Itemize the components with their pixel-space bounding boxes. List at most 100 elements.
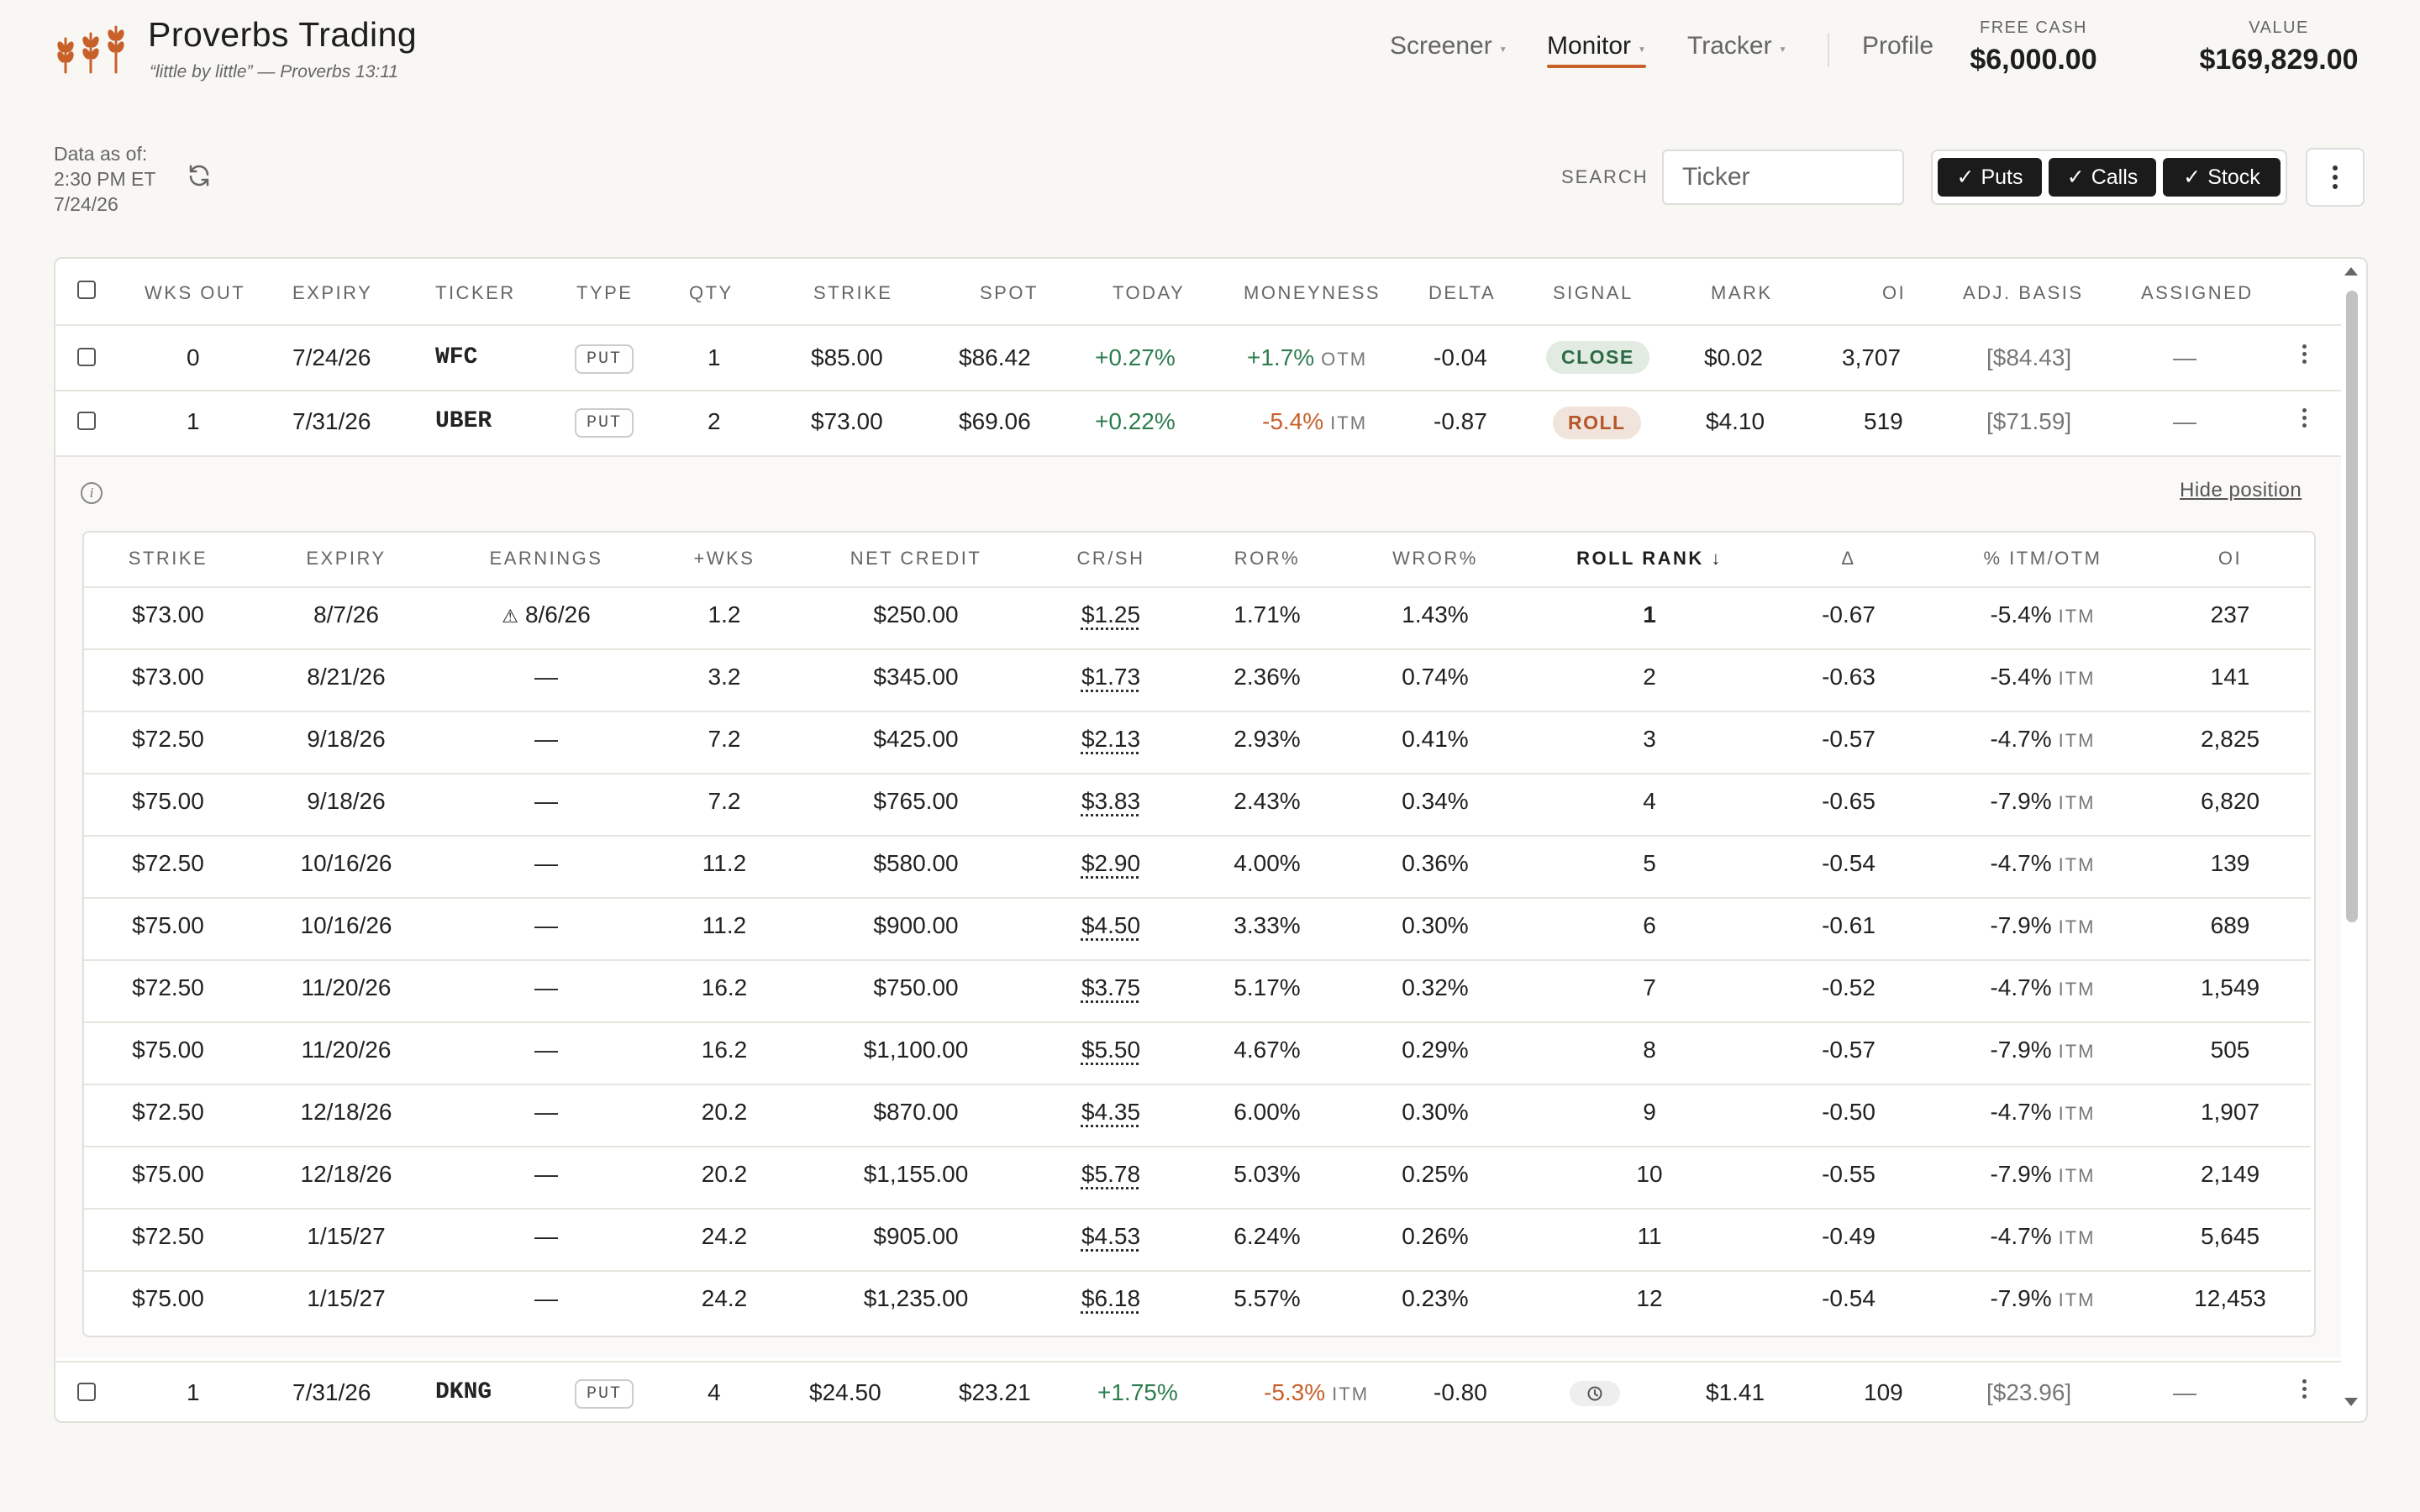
roll-cr-sh[interactable]: $5.50	[1081, 1037, 1141, 1063]
roll-col-wks[interactable]: +WKS	[693, 548, 755, 569]
signal-badge[interactable]: ROLL	[1553, 407, 1641, 439]
filter-calls-toggle[interactable]: ✓ Calls	[2049, 158, 2156, 197]
filter-stock-toggle[interactable]: ✓ Stock	[2163, 158, 2281, 197]
roll-cr-sh[interactable]: $5.78	[1081, 1161, 1141, 1187]
roll-row-divider	[84, 1021, 2311, 1023]
roll-cr-sh[interactable]: $1.73	[1081, 664, 1141, 690]
pending-signal-badge[interactable]	[1570, 1381, 1620, 1406]
mark: $0.02	[1704, 344, 1764, 370]
ticker[interactable]: UBER	[435, 408, 492, 434]
col-assigned[interactable]: ASSIGNED	[2141, 282, 2254, 303]
ticker[interactable]: DKNG	[435, 1379, 492, 1405]
roll-expiry: 10/16/26	[300, 912, 392, 938]
col-mark[interactable]: MARK	[1711, 282, 1773, 303]
roll-cr-sh[interactable]: $4.50	[1081, 912, 1141, 938]
roll-row-divider	[84, 835, 2311, 837]
ticker[interactable]: WFC	[435, 344, 478, 370]
col-qty[interactable]: QTY	[689, 282, 734, 303]
roll-col-wror[interactable]: WROR%	[1392, 548, 1478, 569]
roll-cr-sh[interactable]: $2.13	[1081, 726, 1141, 752]
col-type[interactable]: TYPE	[576, 282, 634, 303]
roll-col-earnings[interactable]: EARNINGS	[489, 548, 603, 569]
roll-expiry: 1/15/27	[307, 1285, 386, 1311]
roll-cr-sh[interactable]: $6.18	[1081, 1285, 1141, 1311]
roll-col-oi[interactable]: OI	[2217, 548, 2243, 569]
signal-badge[interactable]: CLOSE	[1546, 341, 1649, 374]
roll-col-cr-sh[interactable]: CR/SH	[1076, 548, 1145, 569]
col-oi[interactable]: OI	[1882, 282, 1907, 303]
roll-net-credit: $750.00	[873, 974, 959, 1000]
row-checkbox[interactable]	[77, 1383, 96, 1401]
roll-col-ror[interactable]: ROR%	[1234, 548, 1301, 569]
row-menu-icon[interactable]	[2302, 408, 2307, 431]
roll-row-divider	[84, 711, 2311, 712]
data-as-of: Data as of: 2:30 PM ET 7/24/26	[54, 141, 155, 217]
more-options-button[interactable]	[2306, 148, 2365, 207]
roll-net-credit: $1,155.00	[863, 1161, 969, 1187]
row-checkbox[interactable]	[77, 412, 96, 430]
nav-profile[interactable]: Profile	[1862, 32, 1933, 60]
ticker-search-input[interactable]	[1662, 150, 1904, 205]
col-spot[interactable]: SPOT	[980, 282, 1039, 303]
nav-divider	[1828, 34, 1829, 67]
col-strike[interactable]: STRIKE	[813, 282, 893, 303]
nav-monitor[interactable]: Monitor ▼	[1547, 32, 1646, 68]
roll-expiry: 8/21/26	[307, 664, 386, 690]
roll-cr-sh[interactable]: $4.53	[1081, 1223, 1141, 1249]
row-checkbox[interactable]	[77, 348, 96, 366]
col-moneyness[interactable]: MONEYNESS	[1244, 282, 1381, 303]
roll-cr-sh[interactable]: $2.90	[1081, 850, 1141, 876]
adj-basis: [$84.43]	[1986, 344, 2072, 370]
col-expiry[interactable]: EXPIRY	[292, 282, 373, 303]
pct-tag: ITM	[2058, 979, 2096, 1000]
filter-puts-toggle[interactable]: ✓ Puts	[1938, 158, 2042, 197]
earnings-date: 8/6/26	[524, 601, 591, 627]
roll-ror: 6.00%	[1234, 1099, 1301, 1125]
roll-pct: -7.9% ITM	[1942, 1037, 2144, 1063]
roll-wror: 0.26%	[1402, 1223, 1469, 1249]
roll-cr-sh[interactable]: $3.83	[1081, 788, 1141, 814]
nav-tracker[interactable]: Tracker ▼	[1687, 32, 1786, 60]
scroll-down-icon[interactable]	[2344, 1398, 2358, 1406]
asof-date: 7/24/26	[54, 193, 118, 215]
scroll-up-icon[interactable]	[2344, 267, 2358, 276]
scrollbar-thumb[interactable]	[2346, 291, 2358, 922]
col-wks-out[interactable]: WKS OUT	[145, 282, 246, 303]
refresh-icon[interactable]	[187, 163, 212, 188]
col-ticker[interactable]: TICKER	[435, 282, 516, 303]
type-badge: PUT	[575, 344, 634, 374]
roll-net-credit: $765.00	[873, 788, 959, 814]
select-all-checkbox[interactable]	[77, 281, 96, 299]
col-adj-basis[interactable]: ADJ. BASIS	[1963, 282, 2084, 303]
caret-down-icon: ▼	[1778, 45, 1787, 55]
row-menu-icon[interactable]	[2302, 1379, 2307, 1402]
col-delta[interactable]: DELTA	[1428, 282, 1497, 303]
roll-cr-sh[interactable]: $3.75	[1081, 974, 1141, 1000]
row-menu-icon[interactable]	[2302, 344, 2307, 367]
filter-stock-label: Stock	[2207, 165, 2260, 189]
info-icon[interactable]: i	[81, 482, 103, 504]
roll-col-expiry[interactable]: EXPIRY	[306, 548, 387, 569]
roll-col-delta[interactable]: Δ	[1841, 548, 1856, 569]
roll-earnings: —	[534, 850, 558, 876]
col-signal[interactable]: SIGNAL	[1553, 282, 1634, 303]
roll-pct: -4.7% ITM	[1942, 974, 2144, 1001]
qty: 4	[708, 1379, 721, 1405]
roll-net-credit: $905.00	[873, 1223, 959, 1249]
pct-value: -7.9%	[1990, 788, 2052, 814]
roll-cr-sh[interactable]: $4.35	[1081, 1099, 1141, 1125]
pct-tag: ITM	[2058, 1041, 2096, 1062]
roll-col-pct-itm-otm[interactable]: % ITM/OTM	[1983, 548, 2102, 569]
nav-monitor-label: Monitor	[1547, 32, 1632, 60]
roll-rank: 3	[1643, 726, 1656, 752]
roll-cr-sh[interactable]: $1.25	[1081, 601, 1141, 627]
col-today[interactable]: TODAY	[1113, 282, 1186, 303]
spot: $69.06	[959, 408, 1031, 434]
roll-col-strike[interactable]: STRIKE	[128, 548, 208, 569]
roll-col-net-credit[interactable]: NET CREDIT	[850, 548, 982, 569]
pct-tag: ITM	[2058, 668, 2096, 689]
nav-screener[interactable]: Screener ▼	[1390, 32, 1507, 60]
roll-strike: $72.50	[132, 1099, 204, 1125]
roll-col-roll-rank[interactable]: ROLL RANK ↓	[1576, 548, 1723, 569]
hide-position-link[interactable]: Hide position	[2180, 479, 2302, 501]
